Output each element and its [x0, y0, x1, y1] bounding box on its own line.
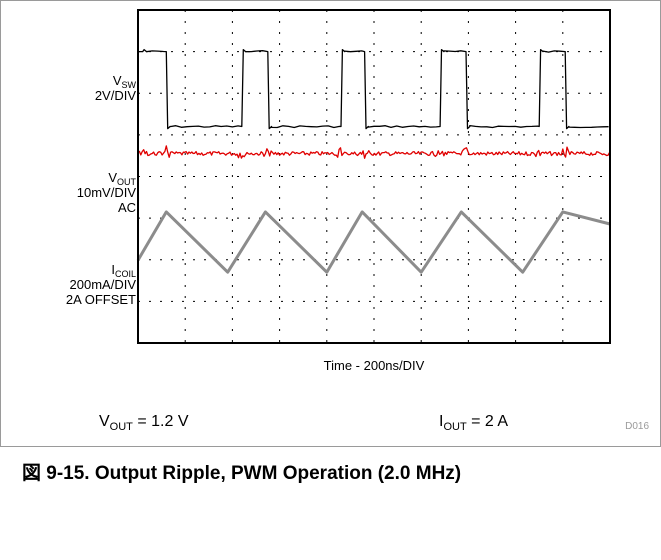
vout-coupling: AC: [117, 200, 136, 215]
x-axis-label: Time - 200ns/DIV: [323, 358, 425, 373]
vout-label: VOUT 10mV/DIV AC: [76, 170, 136, 215]
icoil-label: ICOIL 200mA/DIV 2A OFFSET: [65, 262, 136, 307]
vout-scale: 10mV/DIV: [76, 185, 136, 200]
icoil-scale: 200mA/DIV: [69, 277, 136, 292]
oscilloscope-plot: [136, 9, 611, 344]
vsw-label: VSW 2V/DIV: [94, 73, 136, 103]
vsw-scale: 2V/DIV: [94, 88, 136, 103]
vsw-trace: [138, 48, 609, 130]
vout-condition: VOUT = 1.2 V: [99, 413, 189, 433]
icoil-offset: 2A OFFSET: [65, 292, 136, 307]
traces-layer: [136, 48, 611, 274]
vout-trace: [137, 145, 611, 159]
icoil-trace: [136, 210, 611, 274]
figure-caption: 図 9-15. Output Ripple, PWM Operation (2.…: [22, 463, 462, 484]
plot-border: [137, 9, 611, 344]
iout-condition: IOUT = 2 A: [439, 413, 509, 433]
figure-id: D016: [625, 421, 649, 432]
grid-layer: [138, 10, 610, 343]
